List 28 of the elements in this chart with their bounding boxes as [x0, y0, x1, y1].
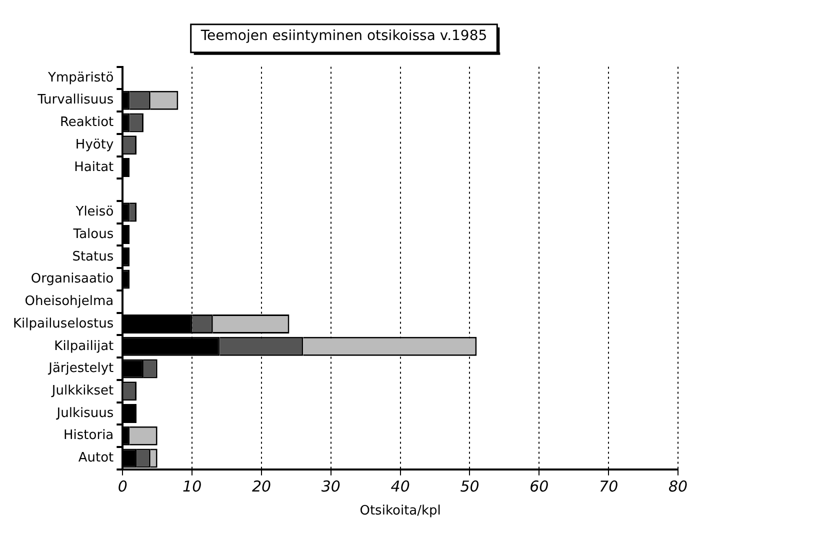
- x-tick-label: 40: [390, 477, 410, 496]
- x-tick-label: 80: [668, 477, 688, 496]
- x-tick-label: 50: [460, 477, 480, 496]
- x-tick-label: 10: [182, 477, 202, 496]
- x-tick-label: 20: [252, 477, 272, 496]
- y-tick-label: Organisaatio: [30, 272, 114, 287]
- x-tick-label: 70: [599, 477, 618, 496]
- y-tick-label: Kilpailuselostus: [12, 316, 114, 332]
- x-axis-title: Otsikoita/kpl: [360, 504, 441, 519]
- y-tick-label: Hyöty: [75, 137, 114, 152]
- y-tick-label: Kilpailijat: [54, 338, 114, 354]
- y-tick-label: Yleisö: [74, 204, 114, 220]
- y-tick-label: Talous: [72, 226, 114, 242]
- y-tick-label: Oheisohjelma: [24, 294, 114, 310]
- y-tick-label: Julkisuus: [56, 406, 114, 421]
- y-tick-label: Turvallisuus: [36, 92, 114, 108]
- y-tick-label: Historia: [64, 428, 114, 444]
- y-tick-label: Julkkikset: [50, 383, 114, 398]
- x-tick-label: 60: [530, 477, 549, 496]
- y-tick-label: Haitat: [74, 160, 114, 175]
- x-tick-label: 0: [118, 477, 128, 496]
- y-tick-label: Ympäristö: [47, 70, 114, 86]
- y-tick-label: Autot: [78, 450, 114, 466]
- y-tick-label: Järjestelyt: [48, 361, 114, 376]
- y-tick-label: Reaktiot: [60, 115, 114, 130]
- x-tick-label: 30: [321, 477, 340, 496]
- chart-title: Teemojen esiintyminen otsikoissa v.1985: [200, 28, 488, 44]
- y-tick-label: Status: [72, 249, 114, 264]
